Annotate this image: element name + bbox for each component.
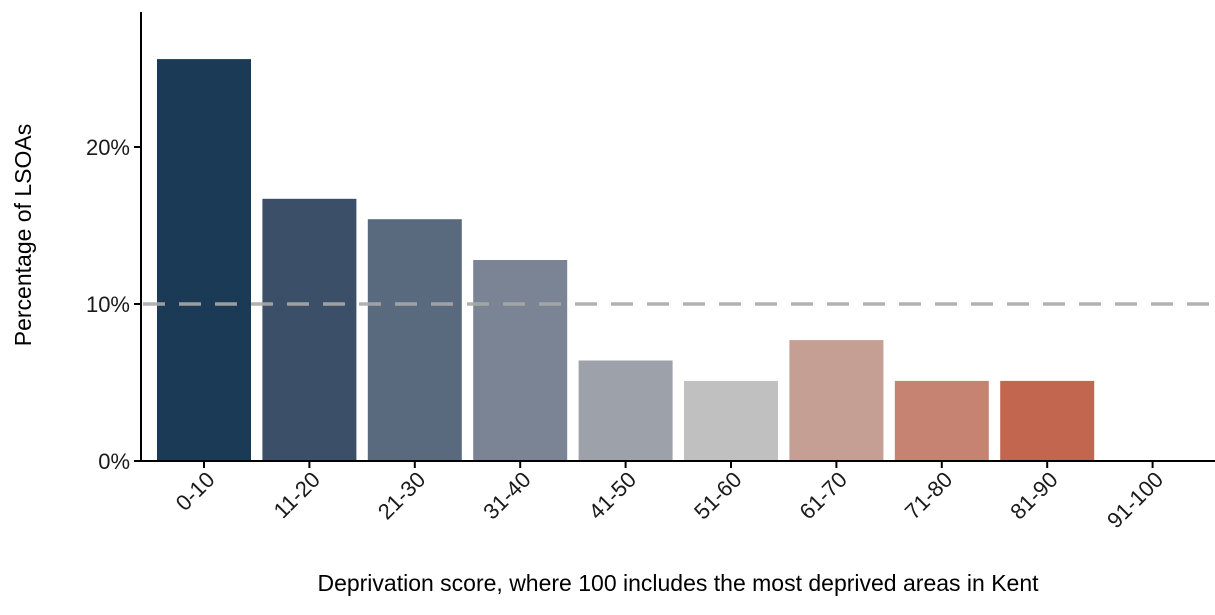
y-axis-ticks: 0% 10% 20% <box>86 135 141 474</box>
x-axis-ticks: 0-10 11-20 21-30 31-40 41-50 51-60 61-70 71-80 8… <box>171 461 1168 533</box>
x-tick-label-21-30: 21-30 <box>373 467 430 524</box>
bar-21-30 <box>367 219 462 461</box>
bar-71-80 <box>894 380 989 461</box>
bar-0-10 <box>157 59 251 461</box>
y-tick-label: 0% <box>98 449 130 474</box>
y-tick-label: 20% <box>86 135 130 160</box>
x-tick-label-51-60: 51-60 <box>689 467 746 524</box>
x-tick-label-91-100: 91-100 <box>1102 467 1168 533</box>
x-tick-label-61-70: 61-70 <box>794 467 851 524</box>
x-axis-title: Deprivation score, where 100 includes th… <box>317 570 1039 596</box>
x-tick-label-0-10: 0-10 <box>171 467 220 516</box>
bar-61-70 <box>789 340 884 461</box>
x-tick-label-41-50: 41-50 <box>584 467 641 524</box>
x-tick-label-81-90: 81-90 <box>1005 467 1062 524</box>
bar-41-50 <box>578 360 673 461</box>
x-tick-label-31-40: 31-40 <box>478 467 535 524</box>
bar-51-60 <box>684 380 778 461</box>
bar-81-90 <box>1000 380 1095 461</box>
y-tick-label: 10% <box>86 292 130 317</box>
y-axis-title: Percentage of LSOAs <box>10 124 36 346</box>
x-tick-label-71-80: 71-80 <box>900 467 957 524</box>
bar-11-20 <box>262 198 357 462</box>
bar-31-40 <box>473 260 568 461</box>
bars-group <box>157 59 1095 462</box>
x-tick-label-11-20: 11-20 <box>269 467 325 523</box>
